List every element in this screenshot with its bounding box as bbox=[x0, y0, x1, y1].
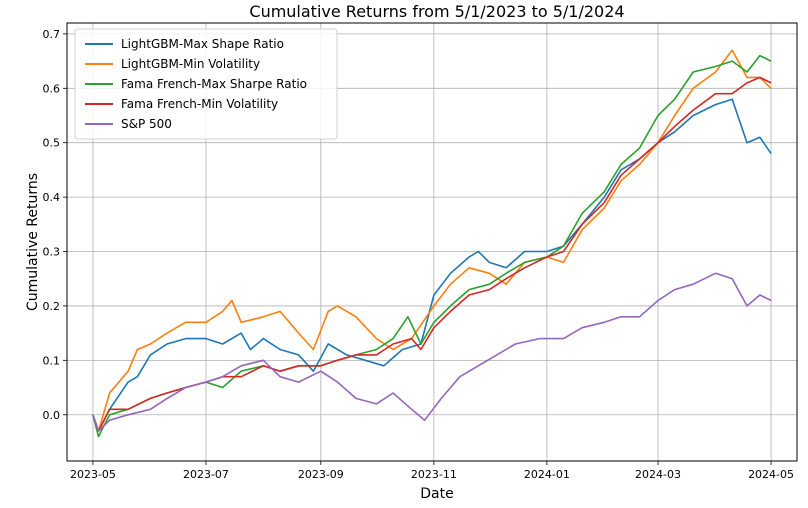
y-tick-label: 0.6 bbox=[43, 82, 61, 95]
y-tick-label: 0.0 bbox=[43, 409, 61, 422]
plot-frame bbox=[66, 22, 798, 462]
y-tick-label: 0.3 bbox=[43, 246, 61, 259]
series-line-lightgbm-min-volatility bbox=[92, 49, 772, 432]
y-tick-label: 0.4 bbox=[43, 191, 61, 204]
y-axis-label: Cumulative Returns bbox=[25, 173, 41, 311]
chart-title: Cumulative Returns from 5/1/2023 to 5/1/… bbox=[249, 2, 624, 21]
x-axis-ticks: 2023-05 2023-07 2023-09 2023-11 2024-01 2024-… bbox=[70, 461, 794, 481]
y-tick-label: 0.7 bbox=[43, 28, 61, 41]
legend-label: Fama French-Max Sharpe Ratio bbox=[121, 77, 307, 91]
legend-box bbox=[74, 28, 338, 140]
x-tick-label: 2024-03 bbox=[635, 468, 681, 481]
x-tick-label: 2023-05 bbox=[70, 468, 116, 481]
series-lines bbox=[92, 49, 772, 438]
y-axis-ticks: 0.0 0.1 0.2 0.3 0.4 0.5 0.6 0.7 bbox=[43, 28, 67, 422]
y-tick-label: 0.2 bbox=[43, 300, 61, 313]
legend-label: Fama French-Min Volatility bbox=[121, 97, 278, 111]
x-tick-label: 2023-07 bbox=[183, 468, 229, 481]
legend-label: S&P 500 bbox=[121, 117, 172, 131]
x-axis-label: Date bbox=[420, 486, 453, 502]
x-tick-label: 2023-09 bbox=[298, 468, 344, 481]
y-tick-label: 0.5 bbox=[43, 137, 61, 150]
legend-label: LightGBM-Max Shape Ratio bbox=[121, 37, 284, 51]
x-tick-label: 2023-11 bbox=[411, 468, 457, 481]
legend: LightGBM-Max Shape Ratio LightGBM-Min Vol… bbox=[74, 28, 338, 140]
y-tick-label: 0.1 bbox=[43, 354, 61, 367]
x-tick-label: 2024-01 bbox=[524, 468, 570, 481]
x-tick-label: 2024-05 bbox=[748, 468, 794, 481]
legend-label: LightGBM-Min Volatility bbox=[121, 57, 260, 71]
series-line-s-p-500 bbox=[92, 272, 772, 432]
